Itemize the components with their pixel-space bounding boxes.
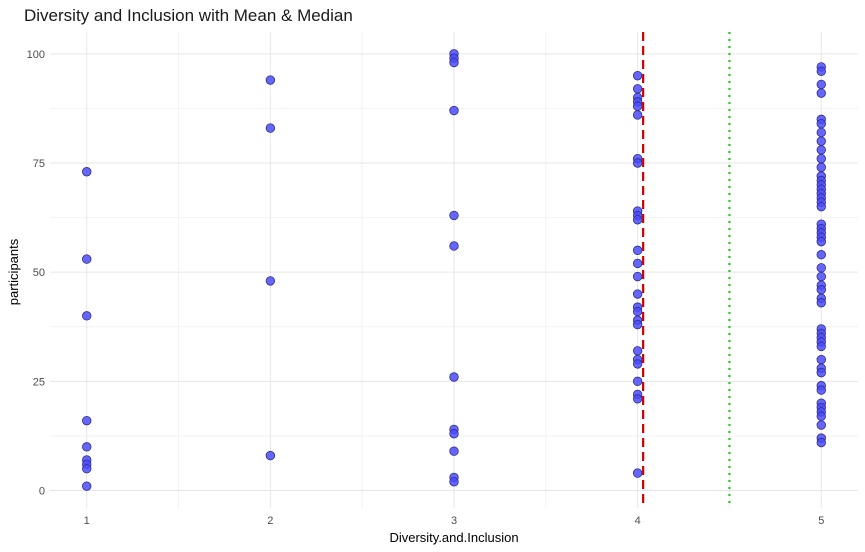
data-point xyxy=(632,319,643,330)
data-point xyxy=(816,79,826,90)
data-point xyxy=(449,57,459,68)
data-point xyxy=(816,145,826,155)
data-point xyxy=(816,284,826,295)
x-axis-title: Diversity.and.Inclusion xyxy=(389,530,518,545)
data-point xyxy=(449,477,459,487)
data-point xyxy=(265,276,276,286)
data-point xyxy=(816,341,826,352)
x-tick-label: 3 xyxy=(451,515,457,527)
x-tick-label: 4 xyxy=(635,515,641,527)
data-point xyxy=(816,385,826,395)
data-points xyxy=(82,49,826,491)
data-point xyxy=(816,127,826,138)
data-point xyxy=(632,271,643,282)
data-point xyxy=(816,437,826,448)
data-point xyxy=(632,346,643,356)
data-point xyxy=(632,394,643,404)
data-point xyxy=(82,442,92,452)
y-tick-label: 25 xyxy=(33,376,45,388)
x-tick-label: 5 xyxy=(818,515,824,527)
data-point xyxy=(816,153,826,164)
y-axis-title: participants xyxy=(6,238,21,305)
data-point xyxy=(82,254,92,264)
data-point xyxy=(449,105,459,116)
reference-lines xyxy=(642,32,731,508)
data-point xyxy=(82,463,92,474)
data-point xyxy=(632,215,643,225)
y-tick-label: 50 xyxy=(33,267,45,279)
data-point xyxy=(816,236,826,247)
data-point xyxy=(82,481,92,491)
data-point xyxy=(816,420,826,430)
data-point xyxy=(449,241,459,251)
data-point xyxy=(82,415,92,426)
data-point xyxy=(449,429,459,439)
y-tick-label: 0 xyxy=(39,486,45,498)
y-tick-label: 75 xyxy=(33,158,45,170)
x-tick-label: 1 xyxy=(84,515,90,527)
data-point xyxy=(816,136,826,146)
data-point xyxy=(816,201,826,212)
data-point xyxy=(816,411,826,421)
data-point xyxy=(632,110,643,120)
data-point xyxy=(816,250,826,260)
data-point xyxy=(632,376,643,387)
data-point xyxy=(82,167,92,177)
data-point xyxy=(632,359,643,369)
data-point xyxy=(816,119,826,129)
data-point xyxy=(632,84,643,94)
data-point xyxy=(816,263,826,273)
data-point xyxy=(632,101,643,111)
data-point xyxy=(632,245,643,256)
data-point xyxy=(816,66,826,77)
data-point xyxy=(449,446,459,456)
data-point xyxy=(265,123,276,133)
chart-title: Diversity and Inclusion with Mean & Medi… xyxy=(24,6,353,25)
data-point xyxy=(632,70,643,81)
data-point xyxy=(816,88,826,98)
data-point xyxy=(449,210,459,221)
x-tick-label: 2 xyxy=(267,515,273,527)
data-point xyxy=(449,372,459,382)
y-tick-label: 100 xyxy=(27,49,45,61)
data-point xyxy=(816,298,826,308)
data-point xyxy=(632,468,643,478)
data-point xyxy=(816,354,826,365)
data-point xyxy=(632,289,643,299)
data-point xyxy=(265,75,276,85)
data-point xyxy=(632,258,643,269)
data-point xyxy=(816,162,826,173)
data-point xyxy=(816,367,826,378)
data-point xyxy=(82,311,92,321)
data-point xyxy=(816,271,826,282)
data-point xyxy=(632,158,643,168)
y-axis-ticks: 0 25 50 75 100 xyxy=(27,49,45,498)
data-point xyxy=(632,306,643,317)
x-axis-ticks: 1 2 3 4 5 xyxy=(84,515,825,527)
data-point xyxy=(265,450,276,461)
